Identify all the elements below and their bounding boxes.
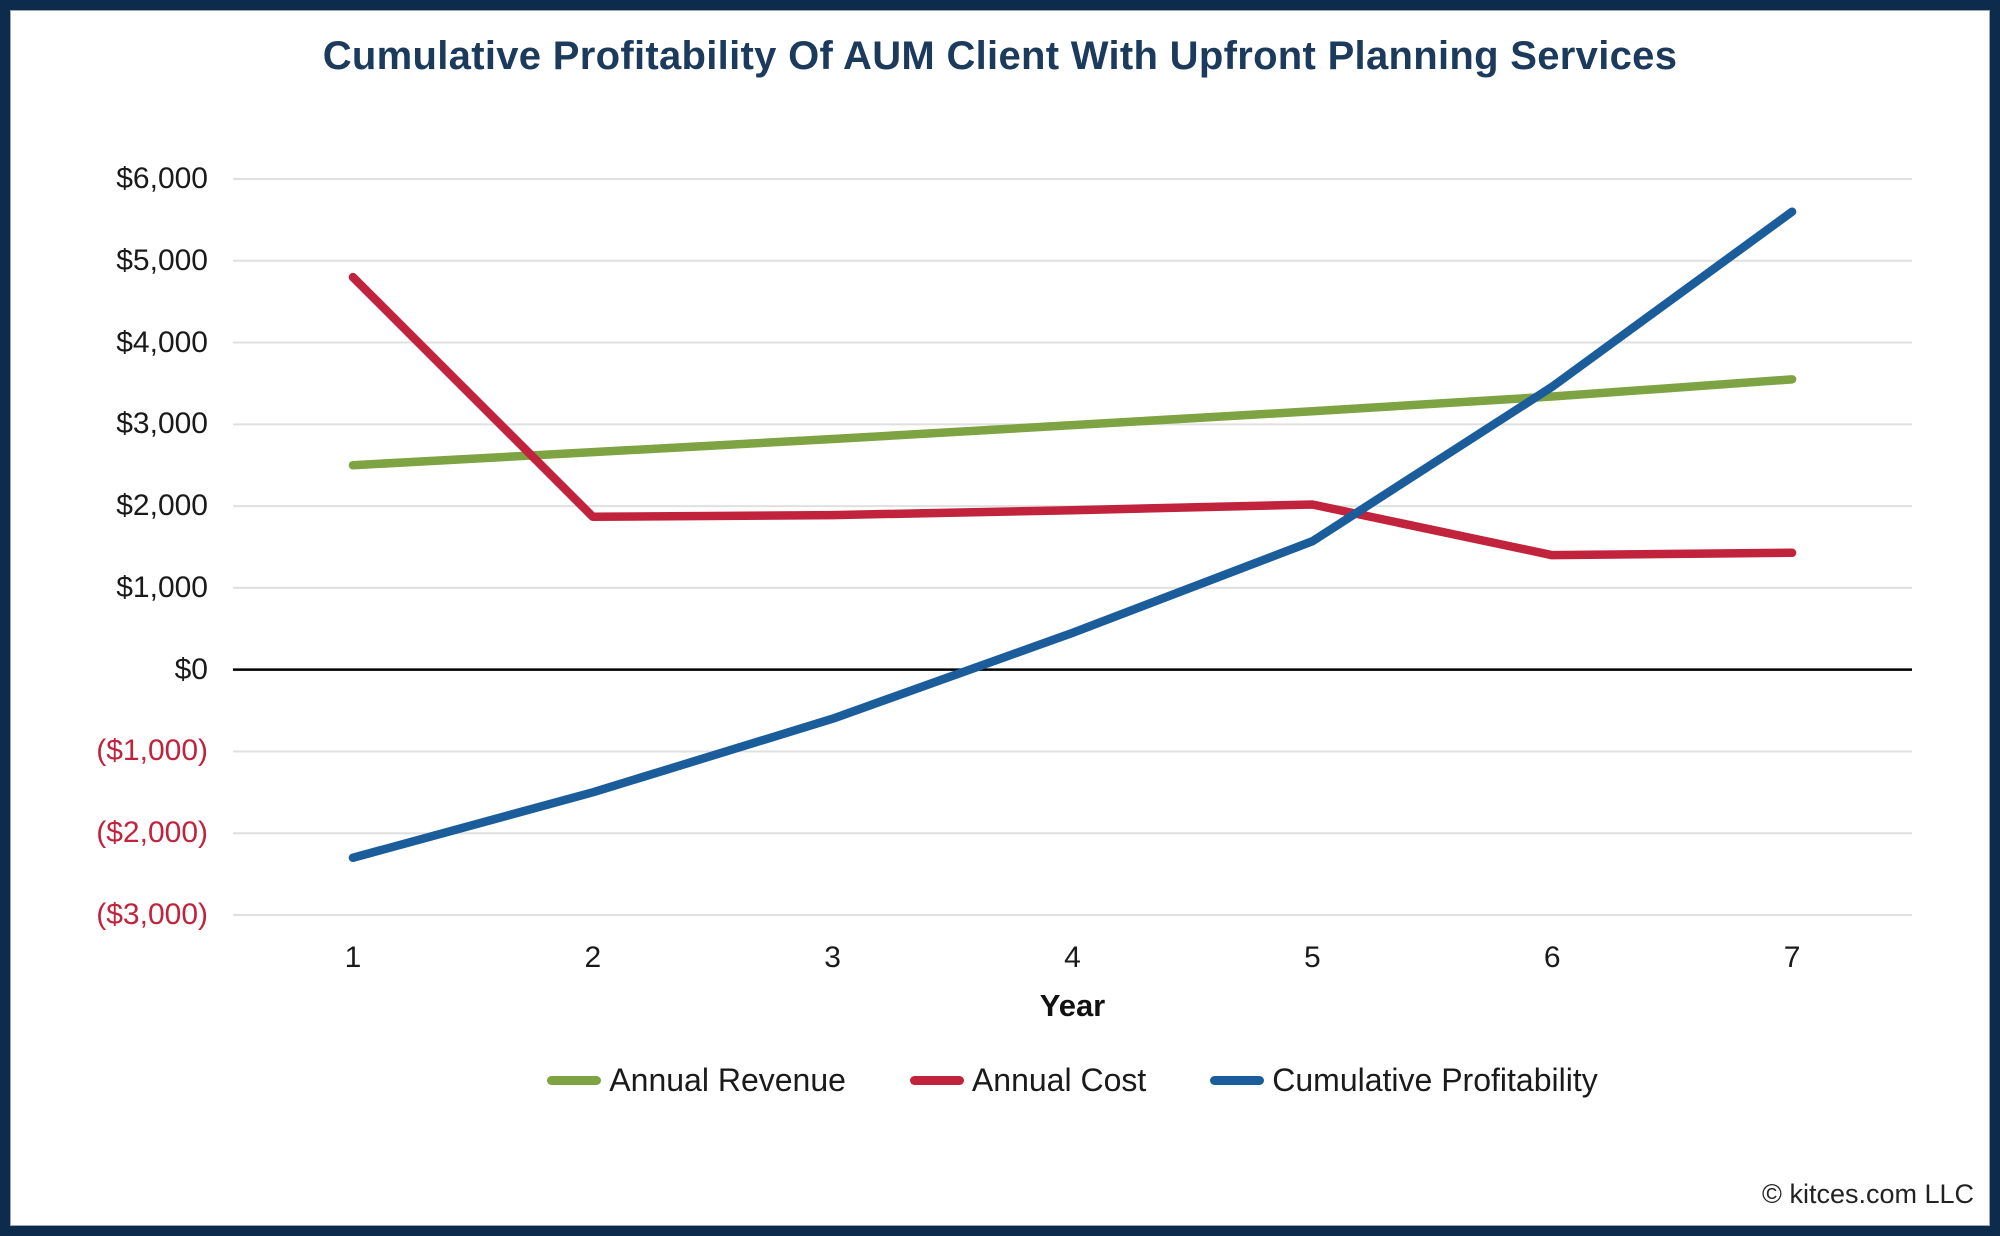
chart-title: Cumulative Profitability Of AUM Client W… xyxy=(322,34,1678,78)
legend-label: Cumulative Profitability xyxy=(1272,1062,1598,1098)
legend: Annual Revenue Annual Cost Cumulative Prof… xyxy=(233,1062,1912,1099)
legend-item-annual-cost: Annual Cost xyxy=(909,1062,1147,1099)
series-line-annual-revenue xyxy=(348,375,1797,470)
x-axis-title: Year xyxy=(1039,988,1106,1023)
legend-swatch-icon xyxy=(547,1076,602,1085)
series-line-annual-cost xyxy=(348,272,1797,560)
series-line-cumulative-profitability xyxy=(348,207,1797,863)
copyright-text: © kitces.com LLC xyxy=(1762,1179,1974,1209)
legend-label: Annual Cost xyxy=(971,1062,1147,1098)
legend-swatch-icon xyxy=(1210,1076,1265,1085)
legend-swatch-icon xyxy=(909,1076,964,1085)
legend-item-annual-revenue: Annual Revenue xyxy=(547,1062,846,1099)
legend-item-cumulative-profitability: Cumulative Profitability xyxy=(1210,1062,1598,1099)
legend-label: Annual Revenue xyxy=(609,1062,846,1098)
